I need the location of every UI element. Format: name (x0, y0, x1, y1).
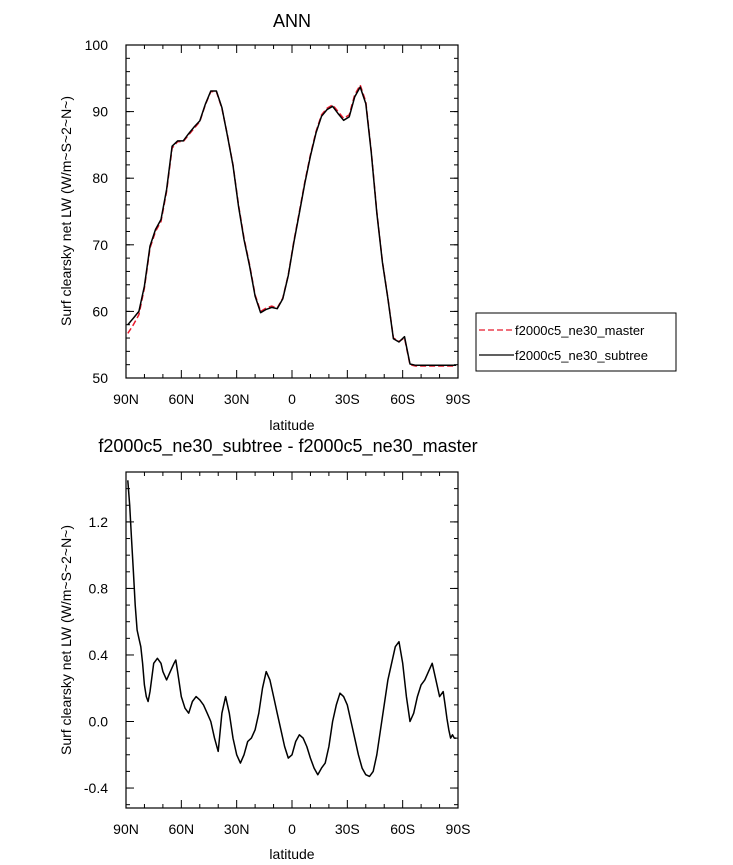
bottom-y-tick-label: 0.4 (89, 647, 109, 663)
bottom-y-axis-title: Surf clearsky net LW (W/m~S~2~N~) (58, 525, 74, 755)
bottom-x-tick-label: 60S (390, 821, 415, 837)
top-series-f2000c5_ne30_subtree (127, 86, 457, 367)
bottom-x-tick-label: 30N (224, 821, 250, 837)
top-chart-title: ANN (273, 11, 311, 31)
bottom-x-tick-labels: 90N 60N 30N 0 30S 60S 90S (113, 821, 470, 837)
top-x-tick-labels: 90N 60N 30N 0 30S 60S 90S (113, 391, 470, 407)
bottom-chart: f2000c5_ne30_subtree - f2000c5_ne30_mast… (58, 436, 478, 862)
bottom-plot-frame (125, 471, 459, 809)
bottom-y-tick-labels: -0.4 0.0 0.4 0.8 1.2 (84, 514, 108, 796)
top-x-tick-label: 60N (168, 391, 194, 407)
legend: f2000c5_ne30_master f2000c5_ne30_subtree (475, 312, 677, 372)
top-x-tick-label: 30S (335, 391, 360, 407)
top-y-tick-label: 60 (92, 303, 108, 319)
bottom-x-tick-label: 0 (288, 821, 296, 837)
top-y-tick-label: 90 (92, 104, 108, 120)
top-y-tick-label: 80 (92, 170, 108, 186)
legend-subtree-label: f2000c5_ne30_subtree (515, 348, 648, 363)
bottom-ticks (125, 472, 459, 808)
top-x-tick-label: 60S (390, 391, 415, 407)
top-series-f2000c5_ne30_master (127, 84, 457, 367)
top-x-tick-label: 90S (446, 391, 471, 407)
top-x-tick-label: 0 (288, 391, 296, 407)
bottom-x-axis-title: latitude (269, 846, 314, 862)
bottom-y-tick-label: 0.0 (89, 714, 109, 730)
bottom-chart-title: f2000c5_ne30_subtree - f2000c5_ne30_mast… (98, 436, 477, 457)
top-x-tick-label: 90N (113, 391, 139, 407)
legend-box (475, 312, 677, 372)
bottom-series-difference (127, 480, 457, 778)
bottom-y-tick-label: -0.4 (84, 780, 108, 796)
bottom-y-tick-label: 0.8 (89, 580, 109, 596)
bottom-y-tick-label: 1.2 (89, 514, 109, 530)
top-ticks (125, 44, 459, 379)
top-y-tick-labels: 50 60 70 80 90 100 (85, 37, 109, 386)
bottom-x-tick-label: 90S (446, 821, 471, 837)
top-y-tick-label: 50 (92, 370, 108, 386)
top-y-axis-title: Surf clearsky net LW (W/m~S~2~N~) (58, 96, 74, 326)
top-series-lines (127, 84, 457, 367)
top-x-tick-label: 30N (224, 391, 250, 407)
top-x-axis-title: latitude (269, 417, 314, 433)
top-y-tick-label: 70 (92, 237, 108, 253)
top-chart: ANN 90N 60N 30N 0 30S 60S 90S 50 60 70 80 90 100 la… (58, 11, 470, 433)
top-y-tick-label: 100 (85, 37, 109, 53)
bottom-x-tick-label: 30S (335, 821, 360, 837)
bottom-x-tick-label: 90N (113, 821, 139, 837)
legend-master-label: f2000c5_ne30_master (515, 323, 645, 338)
bottom-x-tick-label: 60N (168, 821, 194, 837)
top-plot-frame (125, 44, 459, 379)
bottom-series-lines (127, 480, 457, 778)
